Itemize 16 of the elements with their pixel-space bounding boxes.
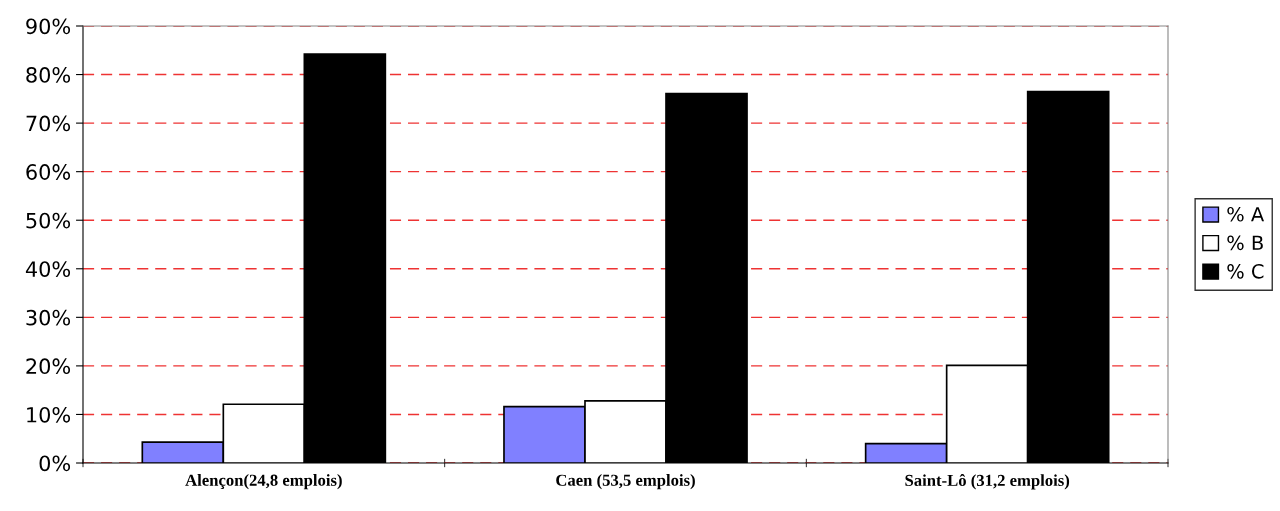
x-tick-label: Saint-Lô (31,2 emplois) xyxy=(905,474,1070,490)
legend-label: % C xyxy=(1227,263,1264,279)
legend-label: % A xyxy=(1227,206,1265,222)
y-tick-label: 20% xyxy=(26,358,71,375)
y-tick-label: 40% xyxy=(25,261,71,277)
legend-label: % B xyxy=(1227,235,1263,251)
y-tick-label: 30% xyxy=(26,309,71,326)
y-tick-label: 70% xyxy=(26,115,71,132)
y-tick-label: 90% xyxy=(26,18,71,35)
x-tick-label: Alençon(24,8 emplois) xyxy=(185,474,342,490)
y-tick-label: 60% xyxy=(26,164,71,180)
y-tick-label: 80% xyxy=(26,67,71,83)
x-tick-label: Caen (53,5 emplois) xyxy=(556,474,695,490)
y-tick-label: 10% xyxy=(27,406,71,423)
y-tick-label: 0% xyxy=(39,455,71,472)
y-tick-label: 50% xyxy=(26,212,71,229)
